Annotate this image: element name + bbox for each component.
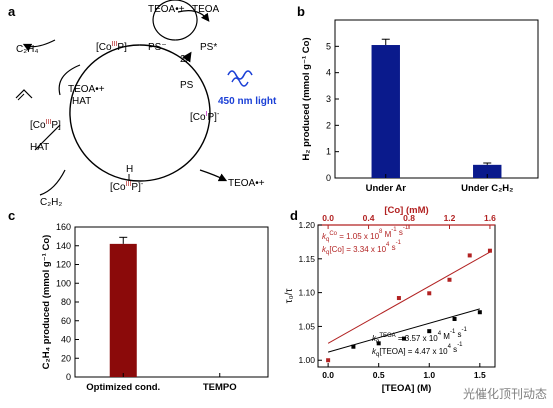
panel-label-c: c: [8, 208, 16, 223]
y-tick-label: 3: [326, 94, 331, 104]
species-teoa-bottom: TEOA•+: [228, 178, 265, 189]
annotation-kq-teoa: kqTEOA = 3.57 x 104 M-1 s-1: [372, 327, 468, 345]
annotation-k0-teoa: kq[TEOA] = 4.47 x 104 s-1: [372, 342, 463, 358]
species-c2h2: C₂H₂: [40, 197, 62, 208]
species-h: H: [126, 164, 133, 175]
chart-b-h2-produced: 0 1 2 3 4 5 Under Ar Under C₂H₂ H₂ produced (mmo…: [301, 19, 539, 194]
species-ps-minus: PS⁻: [148, 42, 167, 53]
y-tick-label: 60: [61, 316, 71, 326]
y-tick-label: 2: [326, 120, 331, 130]
point-teoa: [477, 310, 482, 315]
x2-tick-label: 1.2: [444, 213, 456, 223]
y-tick-label: 5: [326, 41, 331, 51]
annotation-kq-co: kqCo = 1.05 x 108 M-1 s-1: [322, 225, 409, 243]
svg-text:[CoIP]-: [CoIP]-: [190, 111, 220, 123]
point-teoa: [401, 336, 406, 341]
species-hat-2: HAT: [30, 142, 49, 153]
y-tick-label: 40: [61, 335, 71, 345]
panel-label-a: a: [8, 4, 16, 19]
bar: [109, 243, 137, 377]
x2-axis-label: [Co] (mM): [384, 205, 428, 216]
y-tick-label: 100: [56, 278, 71, 288]
species-teoa-top: TEOA: [192, 4, 220, 15]
species-teoa-rad-top: TEOA•+: [148, 4, 185, 15]
y-tick-label: 140: [56, 241, 71, 251]
plot-frame: [334, 19, 539, 179]
y-tick-label: 0: [326, 173, 331, 183]
light-label: 450 nm light: [218, 96, 277, 107]
y-axis-label: H₂ produced (mmol g⁻¹ Co): [301, 37, 312, 160]
x2-tick-label: 0.8: [403, 213, 415, 223]
point-co: [396, 296, 401, 301]
chart-c-c2h4-produced: 0 20 40 60 80 100 120 140 160 Optimized cond. TEMP…: [41, 222, 269, 393]
point-co: [467, 253, 472, 258]
y-tick-label: 1.10: [298, 288, 315, 298]
y-tick-label: 120: [56, 260, 71, 270]
point-co: [326, 358, 331, 363]
point-teoa: [427, 329, 432, 334]
x2-tick-label: 0.0: [322, 213, 334, 223]
x-tick-label: 0.5: [373, 370, 385, 380]
x-tick-label: 1.5: [474, 370, 486, 380]
x-axis-label: [TEOA] (M): [382, 383, 432, 394]
y-tick-label: 1: [326, 147, 331, 157]
point-co: [447, 277, 452, 282]
x-tick-label: Under Ar: [366, 183, 407, 194]
chart-d-stern-volmer: 1.00 1.05 1.10 1.15 1.20 0.0 0.5 1.0 1.5 0.0 0.4 0.…: [284, 205, 496, 394]
bar: [371, 45, 400, 179]
species-hat-1: HAT: [72, 96, 91, 107]
y-tick-label: 1.00: [298, 355, 315, 365]
panel-label-d: d: [290, 208, 298, 223]
x-tick-label: Optimized cond.: [86, 382, 160, 393]
species-2x: 2x: [180, 54, 191, 65]
point-co: [427, 291, 432, 296]
alkene-icon: [15, 89, 33, 99]
svg-text:[CoIIIP]-: [CoIIIP]-: [110, 181, 144, 193]
y-tick-label: 80: [61, 297, 71, 307]
y-axis-label: C₂H₄ produced (mmol g⁻¹ Co): [41, 235, 52, 370]
y-tick-label: 4: [326, 68, 331, 78]
x-tick-label: 1.0: [423, 370, 435, 380]
x2-tick-label: 0.4: [363, 213, 375, 223]
panel-label-b: b: [297, 4, 305, 19]
x2-tick-label: 1.6: [484, 213, 496, 223]
svg-text:[CoIIIP]: [CoIIIP]: [96, 41, 127, 53]
point-teoa: [452, 316, 457, 321]
bar: [473, 164, 502, 178]
species-ps-star: PS*: [200, 42, 217, 53]
point-teoa: [376, 341, 381, 346]
point-co: [487, 248, 492, 253]
annotation-k0-co: kq[Co] = 3.34 x 104 s-1: [322, 240, 402, 256]
y-tick-label: 160: [56, 222, 71, 232]
y-tick-label: 0: [66, 372, 71, 382]
catalytic-scheme: [CoIIIP] [CoIIIP] [CoIP]- [CoIIIP]- C₂H₄…: [15, 0, 277, 208]
species-c2h4-top: C₂H₄: [16, 44, 38, 55]
x-tick-label: TEMPO: [203, 382, 237, 393]
y-tick-label: 20: [61, 353, 71, 363]
fit-line-co: [327, 251, 491, 344]
point-teoa: [351, 344, 356, 349]
species-ps: PS: [180, 80, 194, 91]
y-tick-label: 1.20: [298, 220, 315, 230]
x-tick-label: 0.0: [322, 370, 334, 380]
x-tick-label: Under C₂H₂: [461, 183, 513, 194]
y-tick-label: 1.15: [298, 254, 315, 264]
plot-frame: [74, 226, 269, 378]
watermark-text: 光催化顶刊动态: [462, 387, 547, 401]
y-tick-label: 1.05: [298, 321, 315, 331]
light-wave-icon: [227, 70, 253, 80]
svg-text:[CoIIIP]: [CoIIIP]: [30, 119, 61, 131]
y-axis-label: τ₀/τ: [284, 289, 295, 304]
species-teoa-hat: TEOA•+: [68, 84, 105, 95]
